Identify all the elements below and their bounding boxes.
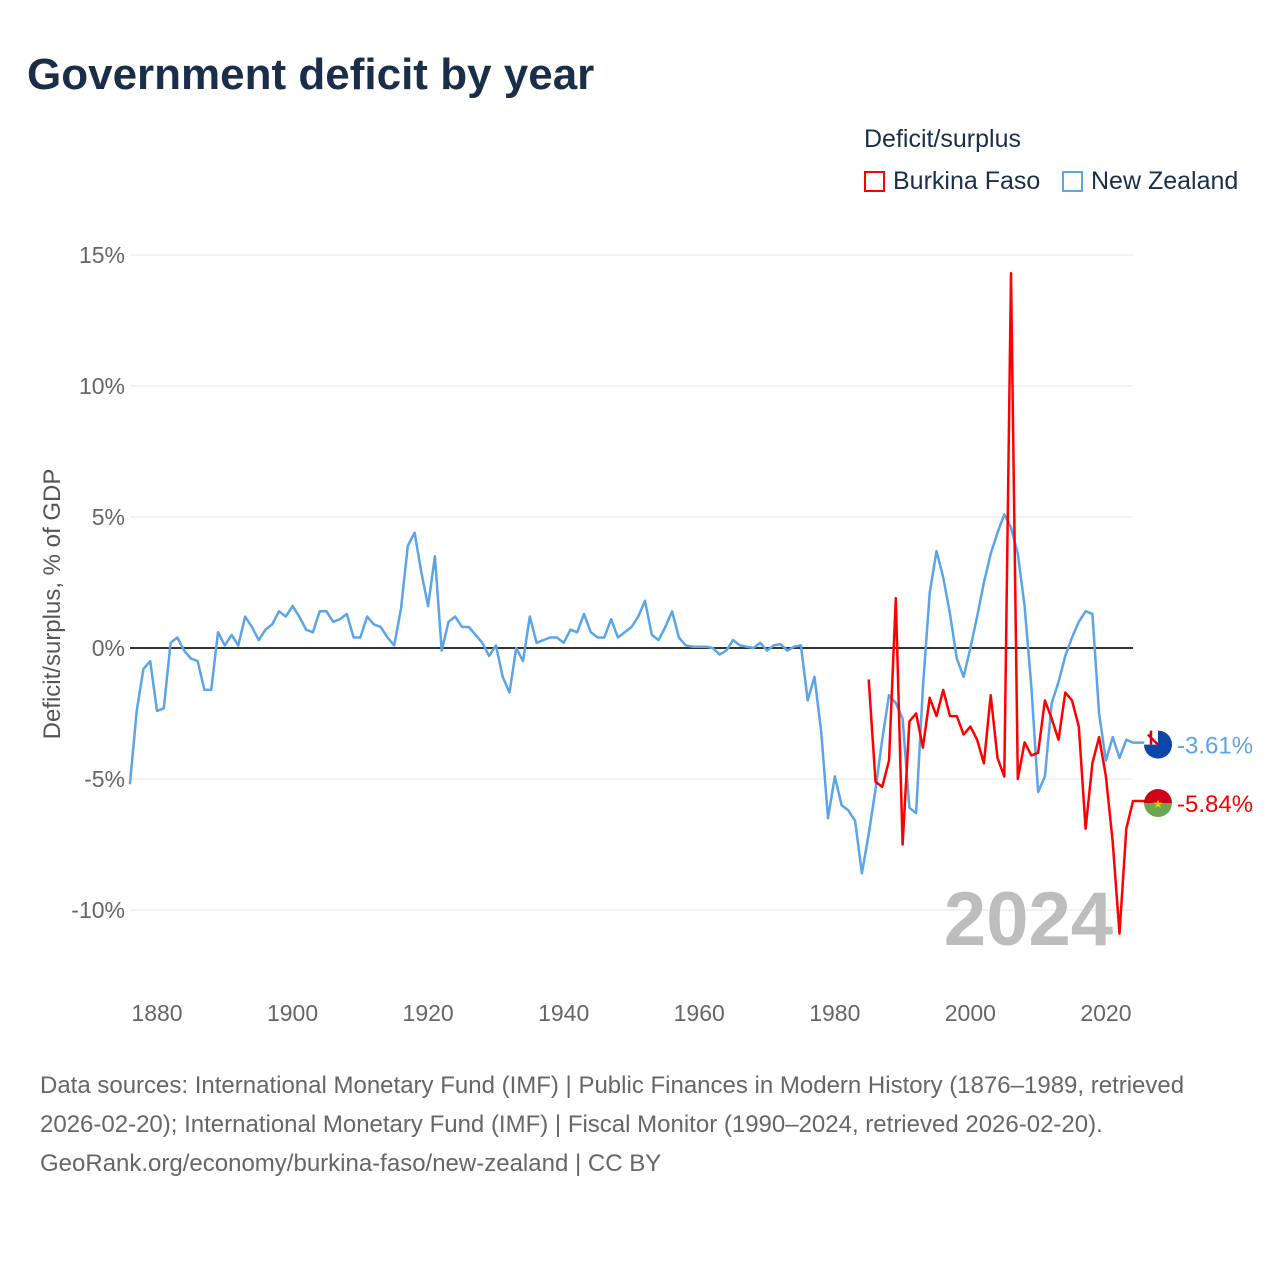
series-line-burkina-faso (867, 272, 1150, 935)
legend-title: Deficit/surplus (864, 125, 1021, 153)
x-tick-label: 1940 (538, 1000, 589, 1026)
legend-swatch-burkina-faso (864, 171, 885, 192)
x-tick-label: 1900 (267, 1000, 318, 1026)
legend-label: Burkina Faso (893, 167, 1041, 195)
x-tick-label: 1960 (674, 1000, 725, 1026)
legend-item-burkina-faso[interactable]: Burkina Faso (864, 167, 1040, 196)
burkina-faso-star-icon: ★ (1153, 797, 1164, 811)
x-tick-label: 1980 (809, 1000, 860, 1026)
x-tick-label: 2000 (945, 1000, 996, 1026)
y-tick-label: 5% (92, 504, 125, 530)
legend-item-new-zealand[interactable]: New Zealand (1062, 167, 1238, 196)
data-source-note: Data sources: International Monetary Fun… (40, 1072, 1185, 1138)
plot-area: 15% 10% 5% 0% -5% -10% 1880 1900 1920 1940 1960 198… (71, 242, 1253, 1026)
series-line-new-zealand (128, 513, 1150, 875)
end-value-label: -3.61% (1177, 733, 1253, 760)
new-zealand-union-jack-icon (1147, 730, 1159, 746)
x-tick-label: 1880 (131, 1000, 182, 1026)
end-value-label: -5.84% (1177, 791, 1253, 818)
legend-label: New Zealand (1091, 167, 1239, 195)
credit-link[interactable]: GeoRank.org/economy/burkina-faso/new-zea… (40, 1150, 662, 1177)
year-watermark: 2024 (944, 877, 1113, 962)
y-tick-label: 15% (79, 242, 125, 268)
legend-swatch-new-zealand (1062, 171, 1083, 192)
footer: Data sources: International Monetary Fun… (40, 1066, 1240, 1183)
burkina-faso-flag-icon (1144, 803, 1172, 818)
y-tick-label: 10% (79, 373, 125, 399)
y-tick-label: -10% (71, 897, 125, 923)
y-tick-label: 0% (92, 635, 125, 661)
x-tick-label: 1920 (403, 1000, 454, 1026)
chart-title: Government deficit by year (27, 50, 595, 99)
y-tick-label: -5% (84, 766, 125, 792)
burkina-faso-flag-icon (1144, 789, 1172, 804)
x-tick-label: 2020 (1080, 1000, 1131, 1026)
